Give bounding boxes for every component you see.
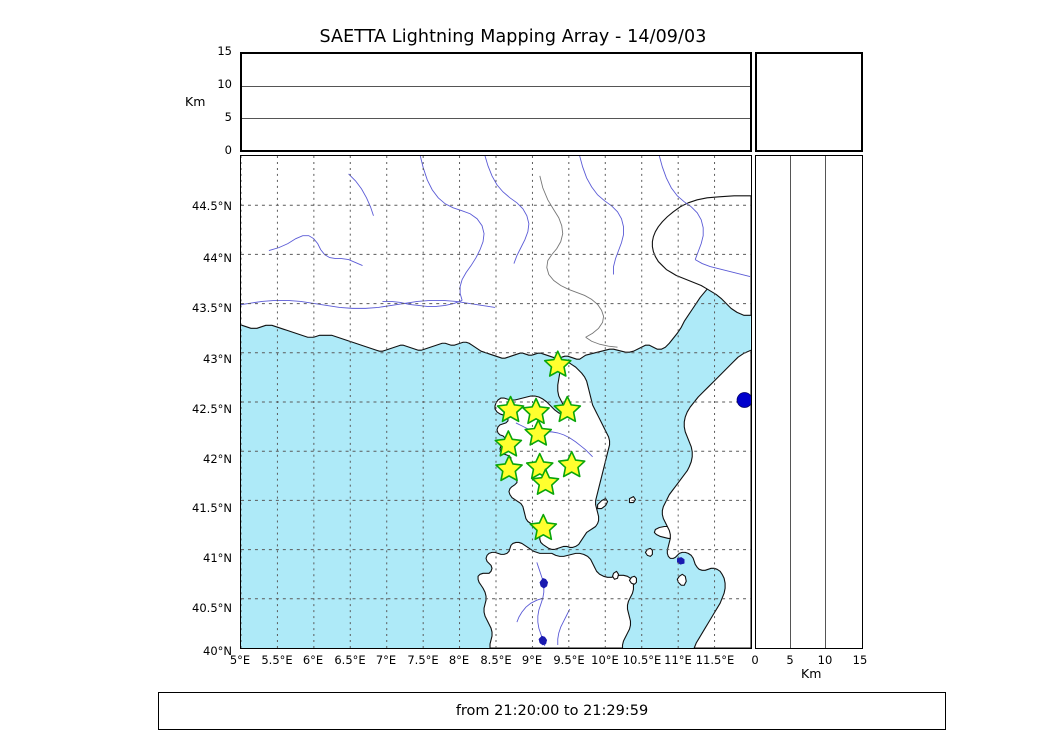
- tick-km-15: 15: [852, 653, 868, 667]
- station-star: [557, 450, 586, 478]
- longitude-altitude-panel: [240, 52, 752, 152]
- tick-lat-41: 41°N: [203, 551, 232, 565]
- tick-lat-43.5: 43.5°N: [192, 301, 232, 315]
- tick-lon-9.5: 9.5°E: [553, 653, 585, 667]
- map-graphic: [241, 156, 751, 648]
- tick-lat-41.5: 41.5°N: [192, 501, 232, 515]
- tick-lon-10: 10°E: [591, 653, 619, 667]
- tick-lat-43: 43°N: [203, 352, 232, 366]
- tick-lat-42: 42°N: [203, 452, 232, 466]
- altitude-histogram-panel: [755, 52, 863, 152]
- tick-top-5: 5: [224, 110, 232, 124]
- tick-km-10: 10: [817, 653, 833, 667]
- tick-lon-5: 5°E: [229, 653, 251, 667]
- tick-km-0: 0: [751, 653, 759, 667]
- tick-lat-40.5: 40.5°N: [192, 601, 232, 615]
- tick-lat-42.5: 42.5°N: [192, 402, 232, 416]
- altitude-latitude-panel: [755, 155, 863, 649]
- tick-lat-40: 40°N: [203, 644, 232, 658]
- station-star: [496, 395, 525, 423]
- map-panel[interactable]: [240, 155, 752, 649]
- page-title: SAETTA Lightning Mapping Array - 14/09/0…: [319, 27, 707, 47]
- station-star: [522, 397, 550, 425]
- station-star: [494, 430, 523, 457]
- gridline-alt-5: [242, 118, 750, 119]
- station-star: [543, 350, 572, 377]
- tick-lon-5.5: 5.5°E: [261, 653, 293, 667]
- station-star: [495, 454, 523, 482]
- tick-lon-7: 7°E: [375, 653, 397, 667]
- status-bar-text: from 21:20:00 to 21:29:59: [455, 703, 649, 719]
- tick-top-15: 15: [217, 44, 232, 58]
- blue-dot-marker: [736, 392, 751, 408]
- station-star: [529, 513, 558, 541]
- tick-lat-44.5: 44.5°N: [192, 199, 232, 213]
- tick-lon-11: 11°E: [664, 653, 692, 667]
- tick-lon-7.5: 7.5°E: [407, 653, 439, 667]
- top-panel-axis-label: Km: [185, 94, 206, 109]
- tick-lon-8: 8°E: [448, 653, 470, 667]
- gridline-km-5: [790, 156, 791, 648]
- station-star: [524, 419, 553, 446]
- gridline-alt-10: [242, 86, 750, 87]
- right-panel-axis-label: Km: [801, 666, 822, 681]
- tick-lon-11.5: 11.5°E: [695, 653, 735, 667]
- tick-top-0: 0: [224, 143, 232, 157]
- station-star: [531, 468, 560, 495]
- status-bar: from 21:20:00 to 21:29:59: [158, 692, 946, 730]
- tick-lon-6: 6°E: [302, 653, 324, 667]
- tick-top-10: 10: [217, 77, 232, 91]
- station-star: [553, 395, 582, 423]
- tick-lat-44: 44°N: [203, 251, 232, 265]
- tick-km-5: 5: [786, 653, 794, 667]
- tick-lon-10.5: 10.5°E: [622, 653, 662, 667]
- station-markers: [494, 350, 586, 541]
- tick-lon-9: 9°E: [521, 653, 543, 667]
- tick-lon-8.5: 8.5°E: [480, 653, 512, 667]
- gridline-km-10: [825, 156, 826, 648]
- tick-lon-6.5: 6.5°E: [334, 653, 366, 667]
